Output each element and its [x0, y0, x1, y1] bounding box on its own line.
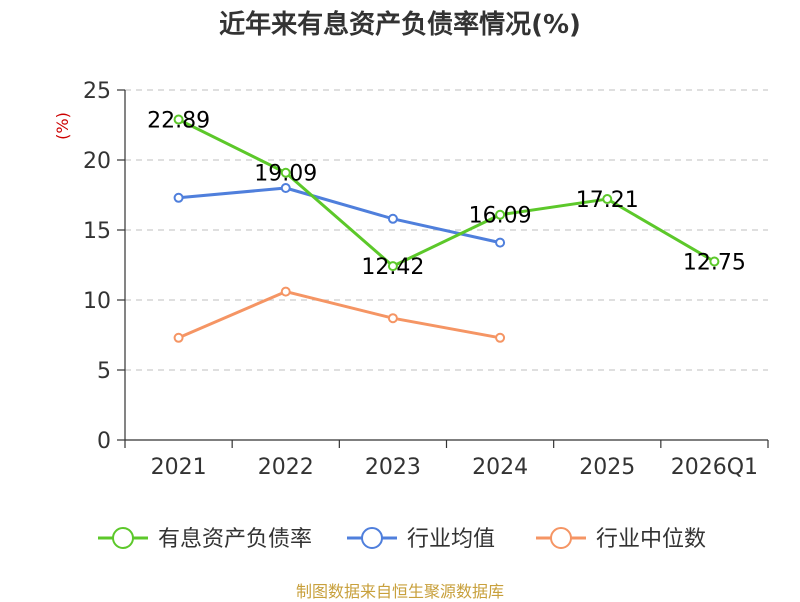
data-point — [602, 194, 613, 205]
series-line — [178, 186, 501, 245]
source-note: 制图数据来自恒生聚源数据库 — [295, 582, 504, 601]
data-point — [280, 286, 291, 297]
chart-title: 近年来有息资产负债率情况(%) — [219, 10, 581, 40]
legend: 有息资产负债率 行业均值 行业中位数 — [98, 527, 706, 552]
series-layer — [173, 114, 720, 343]
legend-swatch-marker — [361, 527, 383, 549]
data-point — [280, 183, 291, 193]
x-tick-label: 2021 — [151, 455, 207, 480]
data-point — [495, 237, 506, 248]
y-tick-label: 0 — [97, 429, 111, 454]
legend-label: 行业中位数 — [596, 527, 706, 552]
data-label: 12.42 — [361, 255, 424, 280]
data-label: 22.89 — [147, 109, 210, 134]
data-label: 17.21 — [576, 188, 639, 213]
legend-swatch-marker — [550, 527, 572, 549]
legend-label: 行业均值 — [407, 527, 495, 552]
data-point — [173, 332, 184, 343]
data-label: 19.09 — [254, 162, 317, 187]
data-point — [173, 192, 184, 203]
data-point — [709, 256, 720, 267]
legend-label: 有息资产负债率 — [158, 527, 312, 552]
y-tick-label: 25 — [83, 79, 111, 104]
y-tick-label: 15 — [83, 219, 111, 244]
data-label: 12.75 — [683, 251, 746, 276]
data-label: 16.09 — [469, 204, 532, 229]
x-tick-label: 2022 — [258, 455, 314, 480]
y-axis-label: (%) — [53, 112, 72, 140]
y-tick-label: 5 — [97, 359, 111, 384]
y-tick-label: 20 — [83, 149, 111, 174]
series-line — [177, 290, 501, 340]
x-tick-label: 2023 — [365, 455, 421, 480]
data-labels: 22.89 19.09 12.42 16.09 17.21 12.75 — [147, 109, 746, 281]
y-tick-label: 10 — [83, 289, 111, 314]
data-point — [495, 332, 506, 343]
data-point — [387, 213, 398, 224]
legend-swatch-marker — [112, 527, 134, 549]
x-tick-label: 2025 — [579, 455, 635, 480]
x-tick-label: 2026Q1 — [671, 455, 758, 480]
data-point — [280, 167, 291, 178]
data-point — [495, 209, 506, 220]
series-line — [177, 118, 716, 268]
x-tick-label: 2024 — [472, 455, 528, 480]
data-point — [173, 114, 184, 125]
data-point — [387, 313, 398, 324]
data-point — [387, 261, 398, 272]
